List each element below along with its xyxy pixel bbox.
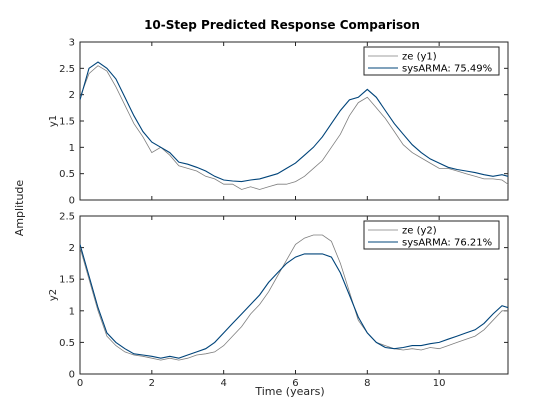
y-tick-label: 0 xyxy=(69,370,75,381)
x-tick-label: 8 xyxy=(364,378,370,389)
y-tick-label: 3 xyxy=(69,38,75,49)
x-tick-label: 4 xyxy=(220,378,226,389)
chart-title: 10-Step Predicted Response Comparison xyxy=(144,18,420,32)
x-axis-label: Time (years) xyxy=(254,385,324,398)
legend-entry: ze (y2) xyxy=(402,226,437,237)
y-tick-label: 2 xyxy=(69,243,75,254)
legend: ze (y1)sysARMA: 75.49% xyxy=(363,46,500,76)
y-tick-label: 0.5 xyxy=(59,338,75,349)
y-tick-label: 0 xyxy=(69,196,75,207)
y-tick-label: 1.5 xyxy=(59,117,75,128)
y-tick-label: 2.5 xyxy=(59,64,75,75)
legend: ze (y2)sysARMA: 76.21% xyxy=(363,220,500,250)
legend-entry: sysARMA: 76.21% xyxy=(402,238,492,249)
y-tick-label: 1 xyxy=(69,306,75,317)
subplot-y-label: y1 xyxy=(48,115,59,127)
subplot-2: 0 0.5 1 1.5 2 2.5 0 2 4 6 8 10 y2 ze (y2)sysARMA: 76.… xyxy=(48,212,509,389)
legend-box xyxy=(363,46,500,76)
x-tick-label: 2 xyxy=(149,378,155,389)
subplot-1: 0 0.5 1 1.5 2 2.5 3 y1 ze (y1)sysARMA: 75.49% xyxy=(48,38,509,207)
series-line-measured xyxy=(80,234,508,361)
series-line-model xyxy=(80,61,508,183)
x-tick-label: 0 xyxy=(77,378,83,389)
x-tick-label: 6 xyxy=(292,378,298,389)
legend-entry: sysARMA: 75.49% xyxy=(402,64,492,75)
subplots: 0 0.5 1 1.5 2 2.5 3 y1 ze (y1)sysARMA: 75.49% 0 0.… xyxy=(48,38,509,389)
x-tick-label: 10 xyxy=(433,378,446,389)
y-tick-label: 2 xyxy=(69,90,75,101)
series-line-measured xyxy=(80,65,508,190)
legend-entry: ze (y1) xyxy=(402,52,437,63)
legend-box xyxy=(363,220,500,250)
subplot-y-label: y2 xyxy=(48,289,59,301)
y-tick-label: 0.5 xyxy=(59,169,75,180)
y-tick-label: 1.5 xyxy=(59,275,75,286)
y-tick-label: 2.5 xyxy=(59,212,75,223)
series-line-model xyxy=(80,244,508,359)
y-axis-label: Amplitude xyxy=(13,180,26,237)
y-tick-label: 1 xyxy=(69,143,75,154)
